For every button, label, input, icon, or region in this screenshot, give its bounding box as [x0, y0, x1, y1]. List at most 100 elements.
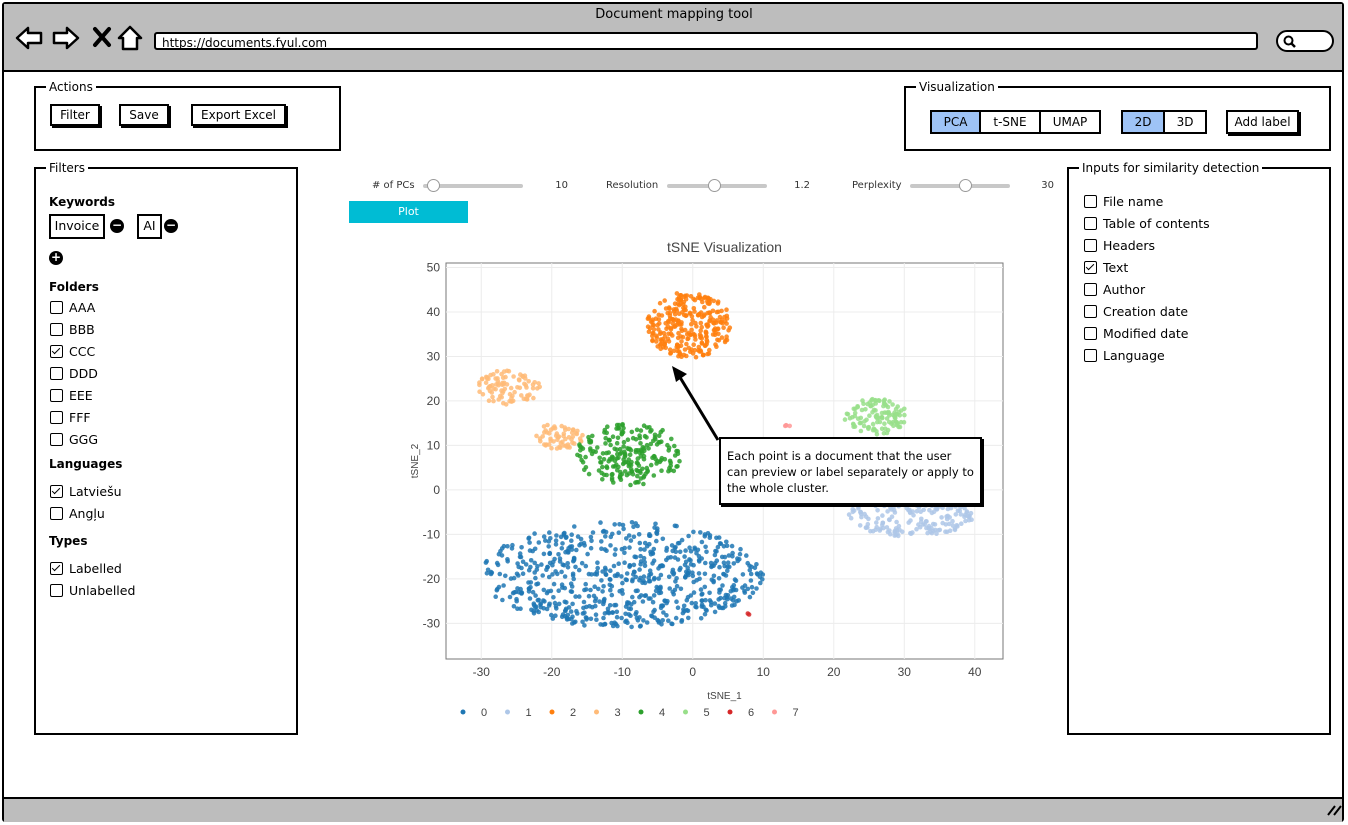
keyword-chip-invoice[interactable]: Invoice [49, 214, 105, 239]
language-checkbox[interactable]: Latviešu [50, 485, 122, 499]
add-keyword-icon[interactable]: + [49, 250, 63, 265]
data-point-cluster-0 [571, 620, 577, 625]
method-umap-button[interactable]: UMAP [1039, 110, 1101, 134]
folder-checkbox[interactable]: BBB [50, 323, 95, 337]
data-point-cluster-2 [667, 310, 673, 316]
data-point-cluster-0 [514, 598, 519, 604]
data-point-cluster-0 [565, 565, 571, 570]
search-field[interactable] [1276, 30, 1334, 52]
checkbox-box[interactable] [1084, 327, 1097, 340]
data-point-cluster-4 [619, 432, 624, 437]
method-tsne-button[interactable]: t-SNE [979, 110, 1041, 134]
folder-checkbox[interactable]: FFF [50, 411, 91, 425]
similarity-input-checkbox[interactable]: Language [1084, 349, 1165, 363]
save-button[interactable]: Save [119, 104, 169, 126]
data-point-cluster-2 [654, 335, 659, 340]
legend-marker [727, 709, 733, 715]
checkbox-box[interactable] [50, 433, 63, 446]
plot-button[interactable]: Plot [349, 201, 468, 223]
similarity-input-checkbox[interactable]: Table of contents [1084, 217, 1210, 231]
data-point-cluster-0 [569, 544, 575, 549]
checkbox-box[interactable] [50, 367, 63, 380]
similarity-input-checkbox[interactable]: Author [1084, 283, 1145, 297]
close-icon[interactable] [90, 24, 118, 52]
checkbox-box[interactable] [50, 345, 63, 358]
data-point-cluster-0 [534, 582, 539, 587]
filter-button[interactable]: Filter [50, 104, 100, 126]
remove-keyword-icon[interactable]: − [164, 218, 178, 233]
export-excel-button[interactable]: Export Excel [191, 104, 286, 126]
checkbox-box[interactable] [50, 507, 63, 520]
data-point-cluster-2 [684, 293, 690, 298]
dim-3d-button[interactable]: 3D [1163, 110, 1207, 134]
checkbox-box[interactable] [1084, 261, 1097, 274]
data-point-cluster-2 [707, 310, 712, 315]
dim-2d-button[interactable]: 2D [1121, 110, 1165, 134]
checkbox-box[interactable] [50, 301, 63, 314]
data-point-cluster-0 [613, 547, 618, 552]
slider-handle[interactable] [959, 179, 972, 192]
folder-checkbox[interactable]: EEE [50, 389, 93, 403]
data-point-cluster-0 [696, 571, 702, 576]
slider-handle[interactable] [427, 179, 440, 192]
checkbox-box[interactable] [1084, 283, 1097, 296]
checkbox-box[interactable] [1084, 239, 1097, 252]
url-bar[interactable]: https://documents.fyul.com [154, 32, 1258, 50]
similarity-input-checkbox[interactable]: Creation date [1084, 305, 1188, 319]
folder-checkbox[interactable]: CCC [50, 345, 95, 359]
checkbox-box[interactable] [1084, 217, 1097, 230]
data-point-cluster-5 [862, 419, 867, 424]
resize-grip-icon[interactable] [1326, 804, 1342, 816]
data-point-cluster-4 [588, 438, 594, 444]
add-label-button[interactable]: Add label [1226, 110, 1299, 134]
data-point-cluster-1 [866, 516, 871, 522]
legend-label: 4 [659, 707, 665, 719]
data-point-cluster-5 [902, 412, 907, 418]
data-point-cluster-2 [650, 319, 655, 325]
data-point-cluster-1 [848, 515, 854, 521]
forward-arrow-icon[interactable] [52, 24, 80, 52]
checkbox-box[interactable] [50, 411, 63, 424]
checkbox-box[interactable] [50, 485, 63, 498]
data-point-cluster-4 [641, 456, 647, 462]
data-point-cluster-4 [651, 473, 657, 478]
data-point-cluster-4 [637, 468, 643, 474]
folder-checkbox[interactable]: DDD [50, 367, 98, 381]
checkbox-box[interactable] [50, 389, 63, 402]
data-point-cluster-0 [721, 544, 727, 549]
similarity-input-checkbox[interactable]: Headers [1084, 239, 1155, 253]
data-point-cluster-0 [617, 522, 622, 527]
type-checkbox[interactable]: Unlabelled [50, 584, 135, 598]
home-icon[interactable] [117, 24, 145, 52]
language-checkbox[interactable]: Angļu [50, 507, 105, 521]
checkbox-box[interactable] [50, 562, 63, 575]
method-pca-button[interactable]: PCA [930, 110, 981, 134]
back-arrow-icon[interactable] [15, 24, 43, 52]
slider-track[interactable] [423, 184, 523, 188]
data-point-cluster-5 [877, 398, 882, 404]
similarity-input-checkbox[interactable]: Text [1084, 261, 1128, 275]
checkbox-box[interactable] [1084, 305, 1097, 318]
keyword-chip-ai[interactable]: AI [137, 214, 162, 239]
data-point-cluster-0 [627, 545, 632, 550]
data-point-cluster-4 [622, 449, 627, 455]
similarity-input-checkbox[interactable]: File name [1084, 195, 1163, 209]
remove-keyword-icon[interactable]: − [110, 218, 124, 233]
slider-handle[interactable] [708, 179, 721, 192]
similarity-input-checkbox[interactable]: Modified date [1084, 327, 1189, 341]
data-point-cluster-5 [867, 400, 872, 405]
type-checkbox[interactable]: Labelled [50, 562, 122, 576]
checkbox-box[interactable] [1084, 195, 1097, 208]
checkbox-box[interactable] [50, 323, 63, 336]
checkbox-box[interactable] [1084, 349, 1097, 362]
data-point-cluster-0 [631, 562, 637, 568]
folder-checkbox[interactable]: GGG [50, 433, 98, 447]
data-point-cluster-3 [515, 385, 520, 390]
data-point-cluster-0 [726, 553, 732, 558]
data-point-cluster-6 [746, 612, 752, 617]
folder-checkbox[interactable]: AAA [50, 301, 95, 315]
data-point-cluster-3 [563, 443, 568, 448]
checkbox-box[interactable] [50, 584, 63, 597]
data-point-cluster-0 [541, 587, 547, 593]
data-point-cluster-3 [511, 374, 516, 379]
